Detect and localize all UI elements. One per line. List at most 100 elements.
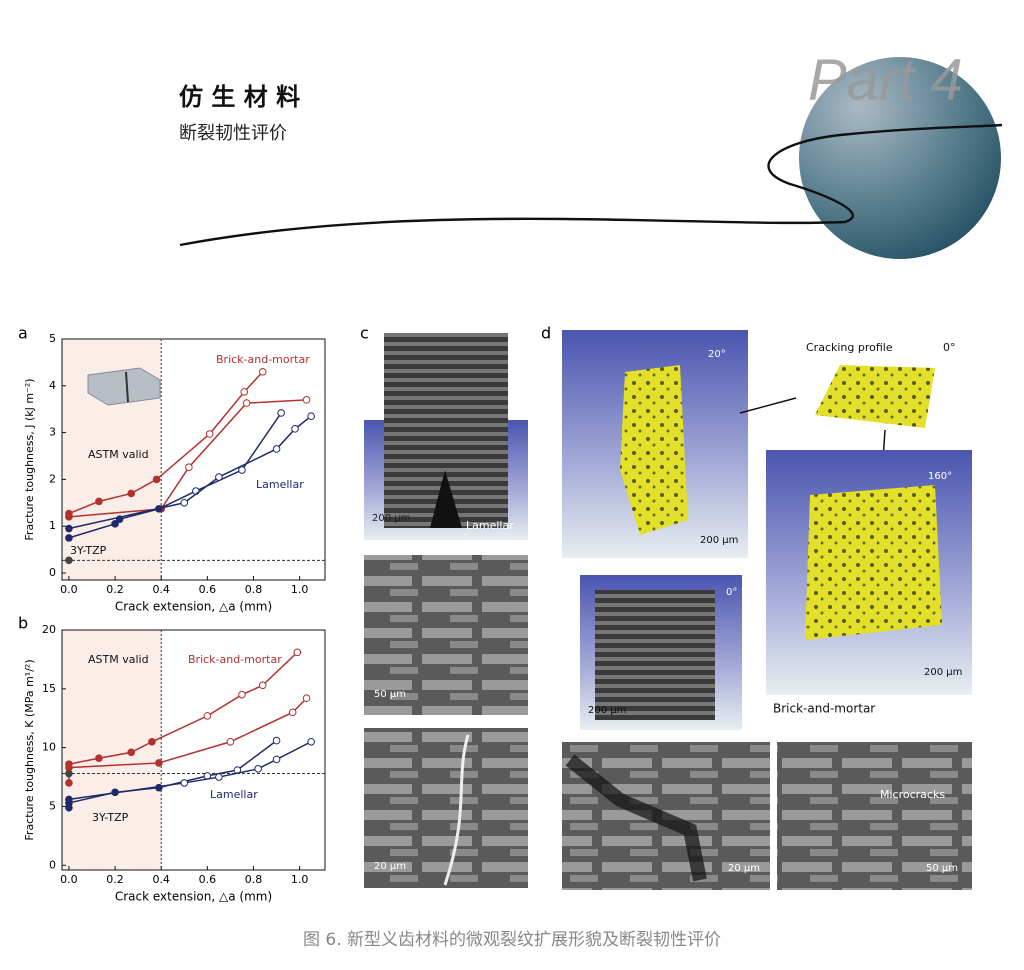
- x-axis-label: Crack extension, △a (mm): [115, 890, 272, 904]
- valid-region: [62, 630, 162, 870]
- crack-profile: [815, 365, 935, 428]
- micrograph: [364, 555, 528, 715]
- annotation: Lamellar: [256, 478, 304, 491]
- scale-label: 200 μm: [588, 705, 626, 716]
- micrograph: [777, 742, 972, 890]
- x-tick-label: 1.0: [291, 873, 309, 886]
- annotation: ASTM valid: [88, 448, 149, 461]
- data-point: [307, 737, 315, 746]
- x-tick-label: 0.0: [60, 583, 78, 596]
- data-point: [302, 396, 311, 404]
- crack: [565, 754, 707, 882]
- data-point: [238, 690, 246, 699]
- annotation: 3Y-TZP: [70, 544, 107, 557]
- data-point: [95, 497, 103, 506]
- data-point: [258, 681, 267, 690]
- y-tick-label: 5: [49, 332, 56, 345]
- scale-label: 20 μm: [374, 861, 406, 872]
- scale-label: 20 μm: [728, 863, 760, 874]
- panel-label: a: [18, 324, 28, 343]
- data-point: [65, 769, 73, 778]
- data-point: [95, 754, 103, 763]
- x-tick-label: 0.4: [152, 873, 170, 886]
- y-axis-label: Fracture toughness, J (kJ m⁻²): [23, 378, 36, 540]
- y-tick-label: 0: [49, 566, 56, 579]
- data-point: [127, 489, 136, 498]
- data-point: [148, 737, 156, 746]
- data-point: [180, 779, 189, 787]
- x-tick-label: 0.6: [199, 583, 217, 596]
- y-axis-label: Fracture toughness, K (MPa m¹/²): [23, 659, 36, 840]
- scale-label: 200 μm: [924, 667, 962, 678]
- panel-label: d: [541, 324, 551, 343]
- y-tick-label: 4: [49, 379, 56, 392]
- x-axis-label: Crack extension, △a (mm): [115, 600, 272, 614]
- scale-label: 50 μm: [374, 689, 406, 700]
- micro-text: Lamellar: [466, 519, 514, 532]
- angle-label: 0°: [943, 341, 956, 354]
- decor-curve: [179, 123, 1003, 247]
- scale-label: 50 μm: [926, 863, 958, 874]
- y-tick-label: 1: [49, 519, 56, 532]
- annotation: Lamellar: [210, 788, 258, 801]
- x-tick-label: 1.0: [291, 583, 309, 596]
- data-point: [293, 648, 302, 657]
- x-tick-label: 0.8: [245, 873, 263, 886]
- panel-label: c: [360, 324, 369, 343]
- subtitle: 断裂韧性评价: [179, 123, 287, 144]
- y-tick-label: 2: [49, 472, 56, 485]
- x-tick-label: 0.2: [106, 583, 124, 596]
- annotation: 3Y-TZP: [92, 811, 129, 824]
- panel-label: b: [18, 614, 28, 633]
- data-point: [240, 388, 249, 396]
- data-point: [242, 399, 251, 407]
- data-point: [65, 556, 73, 565]
- data-point: [215, 473, 223, 481]
- annotation: ASTM valid: [88, 653, 149, 666]
- data-point: [205, 430, 214, 438]
- caption: 图 6. 新型义齿材料的微观裂纹扩展形貌及断裂韧性评价: [303, 930, 721, 950]
- y-tick-label: 5: [49, 799, 56, 812]
- data-point: [65, 795, 73, 804]
- micrograph: [364, 728, 528, 888]
- data-point: [127, 748, 136, 757]
- data-point: [111, 520, 119, 528]
- arrow: [739, 397, 797, 414]
- scale-label: 200 μm: [700, 535, 738, 546]
- y-tick-label: 0: [49, 858, 56, 871]
- profile-label: Cracking profile: [806, 341, 893, 354]
- plot-frame: [61, 338, 326, 581]
- data-point: [203, 712, 212, 720]
- part-label: Part 4: [808, 47, 963, 112]
- data-point: [272, 445, 281, 453]
- x-tick-label: 0.8: [245, 583, 263, 596]
- data-point: [238, 466, 246, 474]
- data-point: [65, 534, 73, 542]
- data-point: [277, 409, 285, 417]
- crack-volume: [620, 365, 688, 535]
- y-tick-label: 20: [42, 623, 56, 636]
- x-tick-label: 0.0: [60, 873, 78, 886]
- annotation: Brick-and-mortar: [188, 653, 282, 666]
- annotation: Microcracks: [880, 788, 945, 801]
- data-point: [215, 773, 223, 781]
- x-tick-label: 0.4: [152, 583, 170, 596]
- data-point: [291, 425, 299, 433]
- data-point: [152, 475, 161, 484]
- y-tick-label: 15: [42, 682, 56, 695]
- data-point: [272, 755, 281, 764]
- data-point: [272, 736, 281, 745]
- data-point: [258, 367, 267, 376]
- beam-notch: [125, 371, 129, 403]
- block: [595, 590, 715, 720]
- data-point: [185, 463, 193, 472]
- annotation: Brick-and-mortar: [216, 353, 310, 366]
- angle-label: 20°: [708, 349, 726, 360]
- scale-label: 200 μm: [372, 513, 410, 524]
- notch: [430, 470, 462, 528]
- crack: [443, 734, 470, 886]
- data-point: [307, 412, 315, 421]
- data-point: [226, 737, 235, 746]
- data-point: [65, 513, 73, 521]
